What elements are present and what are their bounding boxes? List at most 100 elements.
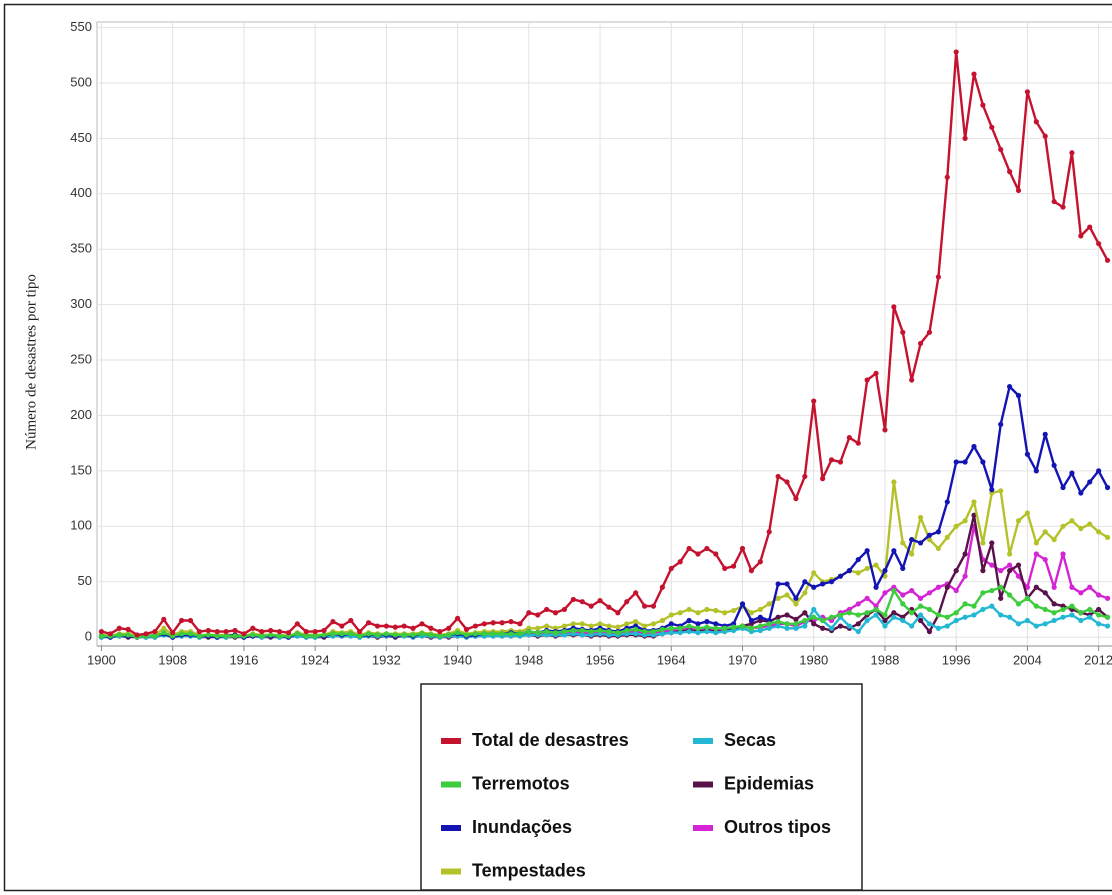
point xyxy=(633,626,639,632)
point xyxy=(428,632,434,638)
point xyxy=(1033,584,1039,590)
x-tick-label: 1964 xyxy=(657,652,686,667)
point xyxy=(953,523,959,529)
point xyxy=(223,628,229,635)
point xyxy=(570,596,576,603)
point xyxy=(846,610,852,616)
point xyxy=(855,628,861,635)
point xyxy=(624,599,630,605)
point xyxy=(1104,257,1111,263)
point xyxy=(1007,551,1013,557)
x-tick-label: 1948 xyxy=(514,652,543,667)
point xyxy=(775,595,781,601)
point xyxy=(802,579,808,585)
point xyxy=(855,556,861,563)
y-tick-label: 50 xyxy=(78,573,92,588)
point xyxy=(205,632,211,638)
point xyxy=(828,579,835,585)
point xyxy=(962,135,968,141)
point xyxy=(481,621,487,627)
point xyxy=(989,587,995,594)
point xyxy=(989,124,995,130)
point xyxy=(909,623,915,629)
point xyxy=(748,617,755,624)
point xyxy=(873,606,879,613)
point xyxy=(312,633,318,639)
point xyxy=(900,601,906,607)
point xyxy=(321,627,327,634)
point xyxy=(900,540,906,546)
point xyxy=(731,624,737,630)
legend-swatch xyxy=(441,738,461,744)
point xyxy=(917,340,924,347)
point xyxy=(944,623,950,629)
point xyxy=(668,565,674,572)
point xyxy=(802,617,808,624)
point xyxy=(935,625,941,631)
point xyxy=(704,619,710,625)
point xyxy=(748,568,755,574)
point xyxy=(659,626,665,632)
point xyxy=(971,443,977,450)
point xyxy=(926,590,933,596)
point xyxy=(1033,468,1039,474)
point xyxy=(357,633,363,639)
point xyxy=(454,630,461,636)
point xyxy=(1104,534,1111,540)
point xyxy=(989,603,995,609)
point xyxy=(775,614,781,620)
point xyxy=(633,631,639,637)
point xyxy=(650,628,657,635)
point xyxy=(900,592,906,598)
legend-swatch xyxy=(693,738,713,744)
point xyxy=(330,631,336,637)
point xyxy=(971,499,977,505)
point xyxy=(686,617,692,624)
point xyxy=(1051,462,1057,468)
point xyxy=(330,619,336,625)
point xyxy=(1007,562,1013,568)
point xyxy=(437,628,443,635)
y-tick-label: 150 xyxy=(70,462,92,477)
point xyxy=(668,625,674,631)
point xyxy=(633,619,639,625)
point xyxy=(268,632,274,638)
point xyxy=(294,621,300,627)
point xyxy=(143,631,149,637)
point xyxy=(962,614,968,620)
point xyxy=(321,632,327,638)
point xyxy=(793,616,799,622)
point xyxy=(606,628,612,635)
point xyxy=(731,563,737,569)
point xyxy=(926,606,933,613)
point xyxy=(686,623,692,629)
point xyxy=(864,377,870,383)
x-tick-label: 1916 xyxy=(229,652,258,667)
point xyxy=(944,584,950,590)
point xyxy=(339,631,345,637)
point xyxy=(686,628,692,635)
x-tick-label: 1900 xyxy=(87,652,116,667)
point xyxy=(980,540,986,546)
point xyxy=(748,625,755,631)
point xyxy=(615,630,621,636)
point xyxy=(713,607,719,614)
point xyxy=(1051,617,1057,624)
point xyxy=(882,623,888,629)
point xyxy=(472,631,478,637)
point xyxy=(1051,601,1057,607)
point xyxy=(811,621,817,627)
legend-swatch xyxy=(441,825,461,831)
point xyxy=(811,570,817,576)
legend-swatch xyxy=(693,825,713,831)
point xyxy=(820,625,826,631)
point xyxy=(917,612,924,618)
point xyxy=(125,626,131,632)
legend-swatch xyxy=(441,868,461,875)
legend-label: Secas xyxy=(724,730,776,750)
point xyxy=(1042,431,1048,437)
point xyxy=(917,514,924,521)
point xyxy=(935,529,941,535)
point xyxy=(490,631,496,637)
point xyxy=(508,631,514,637)
